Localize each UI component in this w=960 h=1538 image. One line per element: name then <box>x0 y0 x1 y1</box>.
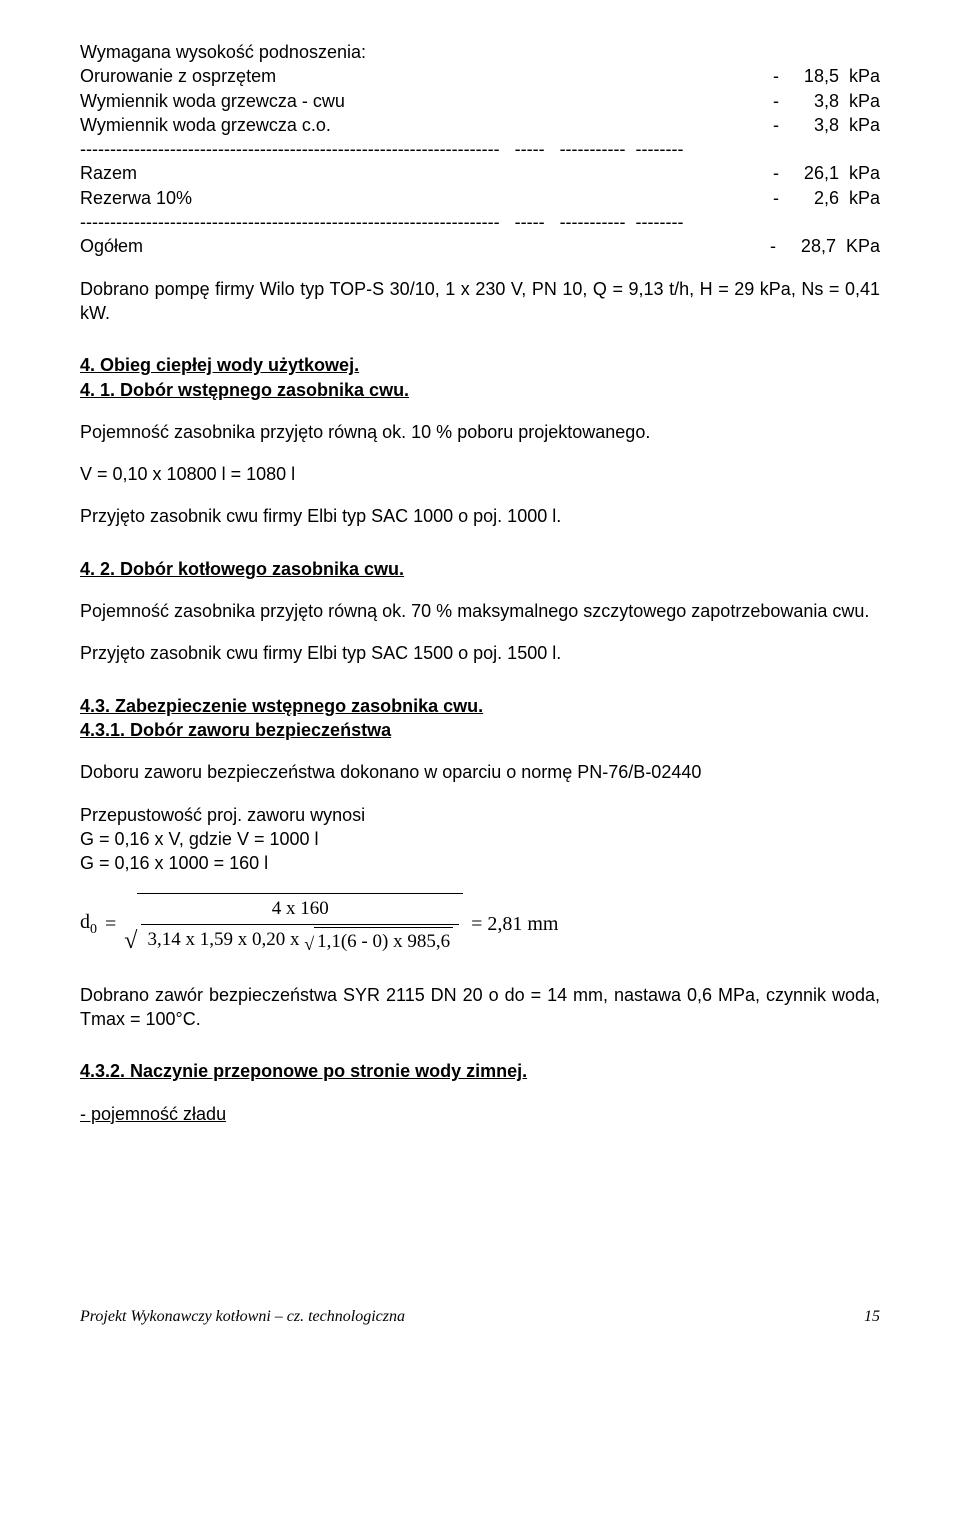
para-4-3-1-a: Doboru zaworu bezpieczeństwa dokonano w … <box>80 760 880 784</box>
lift-reserve-label: Rezerwa 10% <box>80 186 192 210</box>
lift-reserve-value: - 2,6 kPa <box>773 186 880 210</box>
heading-4-2: 4. 2. Dobór kotłowego zasobnika cwu. <box>80 557 880 581</box>
eq-lhs: d0 <box>80 909 97 940</box>
para-4-1-a: Pojemność zasobnika przyjęto równą ok. 1… <box>80 420 880 444</box>
para-4-2-b: Przyjęto zasobnik cwu firmy Elbi typ SAC… <box>80 641 880 665</box>
eq-eq1: = <box>105 911 116 938</box>
lift-row-2-label: Wymiennik woda grzewcza - cwu <box>80 89 345 113</box>
lift-row-2-value: - 3,8 kPa <box>773 89 880 113</box>
lift-row-1: Orurowanie z osprzętem - 18,5 kPa <box>80 64 880 88</box>
divider-1: ----------------------------------------… <box>80 137 880 161</box>
lift-reserve: Rezerwa 10% - 2,6 kPa <box>80 186 880 210</box>
eq-outer-radicand: 4 x 160 3,14 x 1,59 x 0,20 x √1,1(6 - 0)… <box>137 893 463 954</box>
radical-icon: √ <box>304 927 314 955</box>
lift-sum-value: - 26,1 kPa <box>773 161 880 185</box>
lift-row-3-label: Wymiennik woda grzewcza c.o. <box>80 113 331 137</box>
heading-4-3-1: 4.3.1. Dobór zaworu bezpieczeństwa <box>80 718 880 742</box>
lift-row-3: Wymiennik woda grzewcza c.o. - 3,8 kPa <box>80 113 880 137</box>
para-4-3-1-d: G = 0,16 x 1000 = 160 l <box>80 851 880 875</box>
eq-fraction: 4 x 160 3,14 x 1,59 x 0,20 x √1,1(6 - 0)… <box>141 896 459 954</box>
eq-d: d <box>80 911 90 933</box>
heading-4-1: 4. 1. Dobór wstępnego zasobnika cwu. <box>80 378 880 402</box>
pump-selection: Dobrano pompę firmy Wilo typ TOP-S 30/10… <box>80 277 880 326</box>
heading-4: 4. Obieg ciepłej wody użytkowej. <box>80 353 880 377</box>
eq-inner-radicand: 1,1(6 - 0) x 985,6 <box>314 927 453 955</box>
equation-d0: d0 = √ 4 x 160 3,14 x 1,59 x 0,20 x √1,1… <box>80 893 880 954</box>
lift-heading: Wymagana wysokość podnoszenia: <box>80 40 880 64</box>
para-4-2-a: Pojemność zasobnika przyjęto równą ok. 7… <box>80 599 880 623</box>
radical-icon: √ <box>124 893 137 954</box>
page-footer: Projekt Wykonawczy kotłowni – cz. techno… <box>80 1306 880 1328</box>
lift-total-value: - 28,7 KPa <box>770 234 880 258</box>
para-4-1-c: Przyjęto zasobnik cwu firmy Elbi typ SAC… <box>80 504 880 528</box>
lift-sum-label: Razem <box>80 161 137 185</box>
eq-numerator: 4 x 160 <box>266 896 335 924</box>
heading-4-3-2: 4.3.2. Naczynie przeponowe po stronie wo… <box>80 1059 880 1083</box>
para-4-1-b: V = 0,10 x 10800 l = 1080 l <box>80 462 880 486</box>
eq-rhs: = 2,81 mm <box>471 911 558 938</box>
divider-2: ----------------------------------------… <box>80 210 880 234</box>
lift-row-1-label: Orurowanie z osprzętem <box>80 64 276 88</box>
lift-row-3-value: - 3,8 kPa <box>773 113 880 137</box>
lift-total-label: Ogółem <box>80 234 143 258</box>
eq-denominator: 3,14 x 1,59 x 0,20 x √1,1(6 - 0) x 985,6 <box>141 924 459 955</box>
eq-sub: 0 <box>90 922 97 937</box>
eq-outer-sqrt: √ 4 x 160 3,14 x 1,59 x 0,20 x √1,1(6 - … <box>124 893 463 954</box>
heading-4-3: 4.3. Zabezpieczenie wstępnego zasobnika … <box>80 694 880 718</box>
para-4-3-2-a: - pojemność zładu <box>80 1102 880 1126</box>
footer-left: Projekt Wykonawczy kotłowni – cz. techno… <box>80 1306 405 1328</box>
para-4-3-1-b: Przepustowość proj. zaworu wynosi <box>80 803 880 827</box>
footer-page-number: 15 <box>864 1306 880 1328</box>
para-4-3-1-e: Dobrano zawór bezpieczeństwa SYR 2115 DN… <box>80 983 880 1032</box>
lift-row-1-value: - 18,5 kPa <box>773 64 880 88</box>
lift-total: Ogółem - 28,7 KPa <box>80 234 880 258</box>
lift-row-2: Wymiennik woda grzewcza - cwu - 3,8 kPa <box>80 89 880 113</box>
lift-sum: Razem - 26,1 kPa <box>80 161 880 185</box>
para-4-3-1-c: G = 0,16 x V, gdzie V = 1000 l <box>80 827 880 851</box>
eq-inner-sqrt: √1,1(6 - 0) x 985,6 <box>304 927 453 955</box>
eq-den-pre: 3,14 x 1,59 x 0,20 x <box>147 929 304 950</box>
